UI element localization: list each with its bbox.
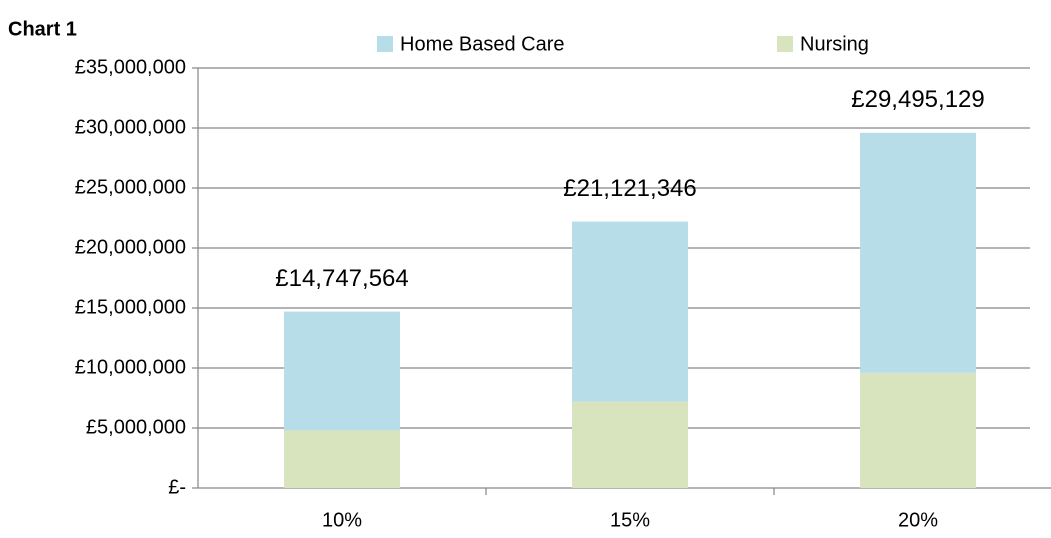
bar-total-label: £14,747,564: [275, 265, 408, 292]
y-tick-label: £35,000,000: [75, 56, 186, 78]
y-tick-label: £-: [168, 476, 186, 498]
y-tick-label: £10,000,000: [75, 356, 186, 378]
bar-segment: [572, 221, 688, 402]
y-tick-label: £20,000,000: [75, 236, 186, 258]
legend-swatch: [777, 36, 793, 52]
legend-swatch: [377, 36, 393, 52]
bar-segment: [284, 311, 400, 431]
x-tick-label: 10%: [322, 509, 362, 531]
y-tick-label: £5,000,000: [86, 416, 186, 438]
bar-segment: [572, 401, 688, 488]
y-tick-label: £30,000,000: [75, 116, 186, 138]
legend-label: Home Based Care: [400, 33, 565, 55]
bar-total-label: £29,495,129: [851, 86, 984, 113]
y-tick-label: £25,000,000: [75, 176, 186, 198]
x-tick-label: 15%: [610, 509, 650, 531]
bar-segment: [284, 430, 400, 488]
bar-segment: [860, 372, 976, 488]
legend-label: Nursing: [800, 33, 869, 55]
bar-total-label: £21,121,346: [563, 175, 696, 202]
chart-title: Chart 1: [8, 18, 77, 40]
bar-segment: [860, 132, 976, 373]
y-tick-label: £15,000,000: [75, 296, 186, 318]
x-tick-label: 20%: [898, 509, 938, 531]
